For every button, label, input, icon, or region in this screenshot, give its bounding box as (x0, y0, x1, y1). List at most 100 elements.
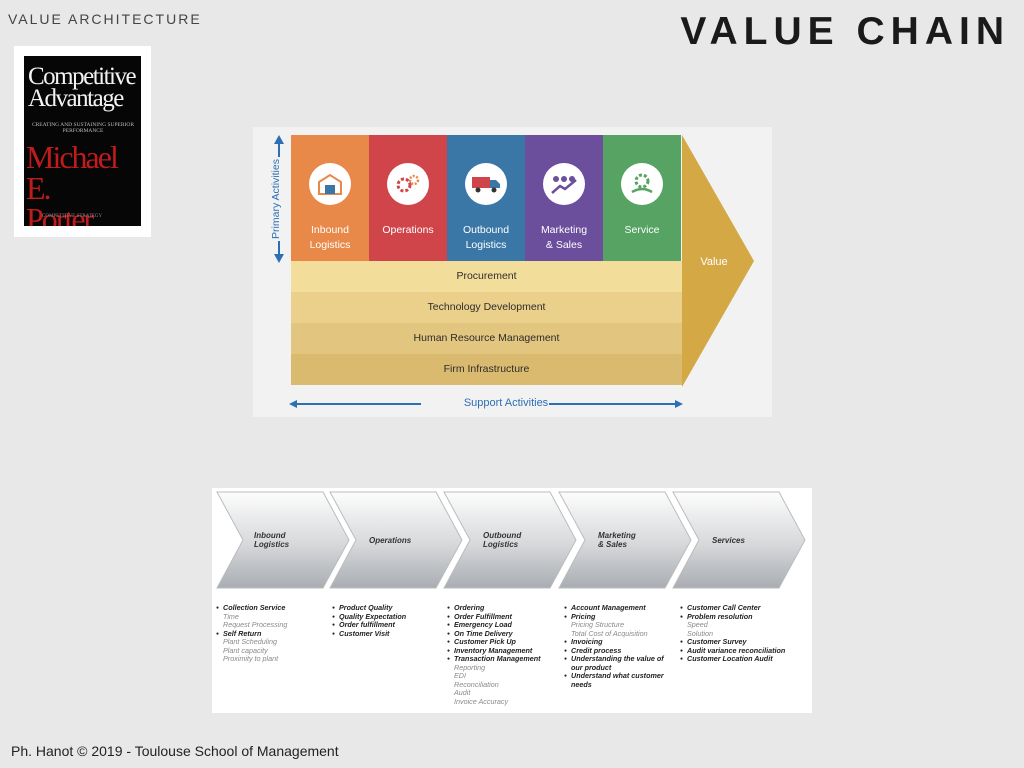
chevron-stage-label-line-1: Services (712, 536, 745, 545)
chevron-stage-label: Services (712, 536, 745, 545)
chevron-stage-label: Operations (369, 536, 411, 545)
value-arrow-shape: Value (682, 135, 754, 387)
stage-detail-item: Quality Expectation (332, 612, 442, 622)
primary-activities-axis: Primary Activities (269, 135, 289, 263)
chevron-stage-label-line-1: Outbound (483, 531, 522, 540)
stage-detail-item: Understand what customer needs (564, 671, 676, 689)
primary-activities-label: Primary Activities (270, 159, 282, 239)
slide-title: VALUE CHAIN (680, 10, 1010, 53)
book-author: Michael E. Porter (26, 139, 141, 226)
support-activities-axis (289, 400, 683, 408)
stage-detail-item: On Time Delivery (447, 629, 559, 639)
stage-detail-subitem: Plant Scheduling (223, 637, 277, 646)
stage-detail-item: Inventory Management (447, 646, 559, 656)
stage-detail-item: Collection Service (216, 603, 328, 613)
stage-detail-item: Customer Location Audit (680, 654, 805, 664)
footer-credit: Ph. Hanot © 2019 - Toulouse School of Ma… (11, 743, 339, 759)
stage-details-column: Customer Call CenterProblem resolutionSp… (680, 603, 805, 664)
stage-detail-item: Customer Call Center (680, 603, 805, 613)
stage-detail-subitem: Time (223, 611, 239, 621)
stage-details-column: Account ManagementPricingPricing Structu… (564, 603, 676, 689)
chevron-stage-label-line-2: Logistics (483, 540, 519, 549)
chevron-stage-label-line-2: & Sales (598, 540, 627, 549)
stage-detail-subitem: EDI (454, 671, 466, 680)
stage-detail-item: Self Return (216, 629, 328, 639)
service-gear-icon (621, 163, 663, 205)
value-label: Value (700, 256, 727, 268)
primary-activity-label: Operations (382, 224, 434, 236)
book-cover: Competitive Advantage CREATING AND SUSTA… (24, 56, 141, 226)
chevron-stage-label-line-1: Operations (369, 536, 412, 545)
primary-activity-marketing: Marketing & Sales (525, 135, 603, 261)
support-activity-row: Firm Infrastructure (291, 354, 682, 385)
stage-detail-subitem: Speed (687, 620, 708, 629)
stage-detail-item: Customer Survey (680, 637, 805, 647)
stage-detail-item: Understanding the value of our product (564, 654, 676, 672)
primary-activity-service: Service (603, 135, 681, 261)
stage-detail-subitem: Reporting (454, 662, 486, 672)
stage-detail-subitem: Plant capacity (223, 645, 268, 655)
support-activity-row: Human Resource Management (291, 323, 682, 354)
support-activity-row: Technology Development (291, 292, 682, 323)
stage-details-column: Product QualityQuality ExpectationOrder … (332, 603, 442, 639)
stage-details-column: OrderingOrder FulfillmentEmergency LoadO… (447, 603, 559, 706)
stage-detail-item: Product Quality (332, 603, 442, 613)
stage-detail-subitem: Request Processing (223, 620, 288, 629)
chevron-stage (558, 491, 692, 589)
book-title-line-1: Competitive (28, 63, 137, 90)
chevron-stage-label-line-2: Logistics (254, 540, 290, 549)
book-author-line-2: Porter (26, 201, 94, 226)
chevron-stage (329, 491, 463, 589)
support-activities-label: Support Activities (463, 397, 549, 409)
stage-detail-subitem: Total Cost of Acquisition (571, 628, 648, 638)
book-author-line-1: Michael E. (26, 139, 119, 206)
chevron-stage (672, 491, 806, 589)
stage-detail-item: Account Management (564, 603, 676, 613)
primary-activity-inbound: Inbound Logistics (291, 135, 369, 261)
gears-icon (387, 163, 429, 205)
primary-activity-label: Outbound Logistics (462, 224, 510, 251)
growth-icon (543, 163, 585, 205)
chevron-stage-label-line-1: Inbound (254, 531, 286, 540)
chevron-row (216, 491, 806, 589)
stage-detail-item: Emergency Load (447, 620, 559, 630)
chevron-stage-label: Inbound Logistics (254, 531, 289, 549)
primary-activity-label: Marketing & Sales (540, 224, 588, 251)
warehouse-icon (309, 163, 351, 205)
stage-detail-item: Transaction Management (447, 654, 559, 664)
book-title: Competitive Advantage (28, 63, 137, 112)
chevron-stage-label-line-1: Marketing (598, 531, 636, 540)
truck-icon (465, 163, 507, 205)
stage-detail-subitem: Reconciliation (454, 679, 499, 689)
book-subtitle: CREATING AND SUSTAINING SUPERIOR PERFORM… (31, 122, 135, 134)
primary-activities: Inbound Logistics Operations Outbound Logist… (291, 135, 681, 261)
chevron-stage (216, 491, 350, 589)
support-activities: Procurement Technology Development Human R… (291, 261, 682, 385)
stage-detail-item: Customer Pick Up (447, 637, 559, 647)
stage-detail-item: Ordering (447, 603, 559, 613)
primary-activity-operations: Operations (369, 135, 447, 261)
stage-detail-subitem: Pricing Structure (571, 620, 625, 629)
value-chain-diagram: Primary Activities Value Inbound Logistic… (253, 127, 772, 417)
stage-detail-item: Pricing (564, 612, 676, 622)
section-label: VALUE ARCHITECTURE (8, 11, 202, 27)
stage-detail-item: Customer Visit (332, 629, 442, 639)
stage-detail-subitem: Invoice Accuracy (454, 696, 509, 706)
value-chain-detail: Inbound Logistics Operations Outbound Logist… (212, 488, 812, 713)
primary-activity-label: Service (624, 224, 660, 236)
book-footer: COMPETITIVE STRATEGY (42, 214, 103, 219)
primary-activity-label: Inbound Logistics (309, 224, 351, 251)
support-activity-row: Procurement (291, 261, 682, 292)
chevron-stage (443, 491, 577, 589)
stage-detail-item: Audit variance reconciliation (680, 646, 805, 656)
stage-detail-item: Problem resolution (680, 612, 805, 622)
stage-detail-subitem: Solution (687, 628, 713, 638)
chevron-stage-label: Marketing & Sales (598, 531, 636, 549)
book-title-line-2: Advantage (28, 85, 124, 112)
chevron-stage-label: Outbound Logistics (483, 531, 521, 549)
stage-detail-subitem: Proximity to plant (223, 654, 279, 663)
stage-detail-item: Credit process (564, 646, 676, 656)
book-cover-frame: Competitive Advantage CREATING AND SUSTA… (14, 46, 151, 237)
stage-detail-item: Order fulfillment (332, 620, 442, 630)
